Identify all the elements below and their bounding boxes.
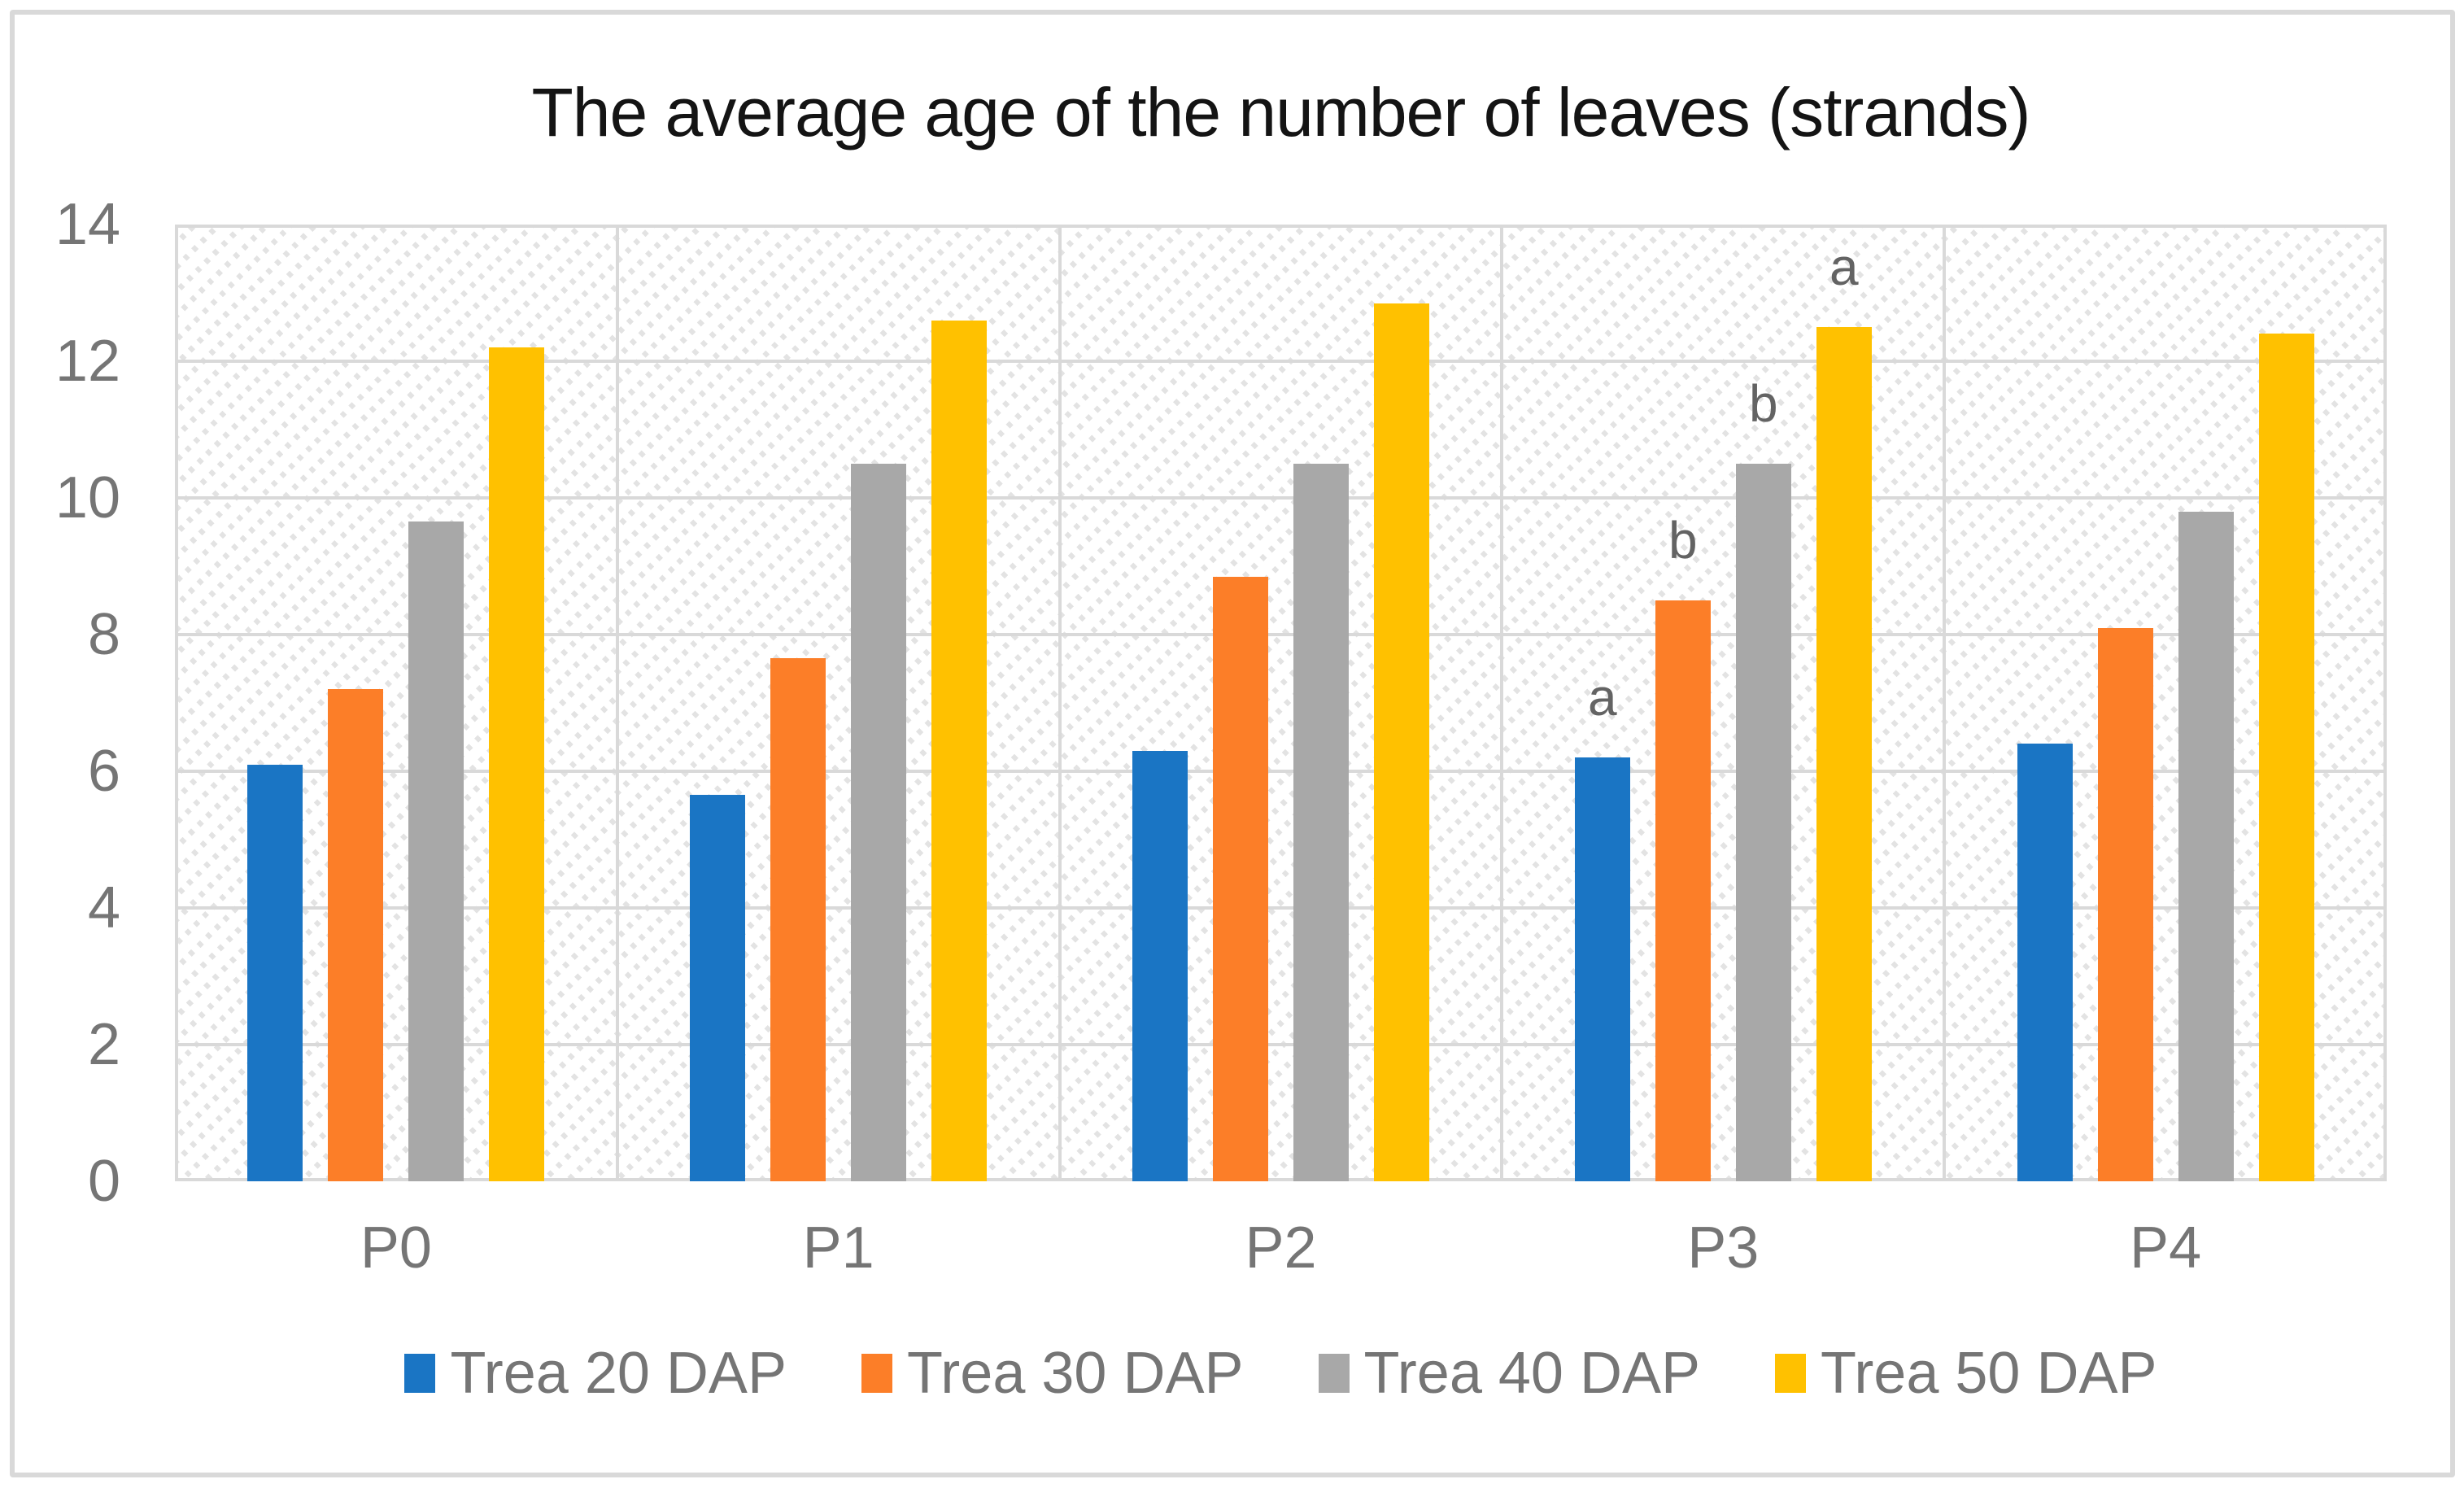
legend-item: Trea 40 DAP xyxy=(1318,1341,1701,1406)
y-axis-tick-label: 14 xyxy=(55,192,120,257)
legend-label: Trea 20 DAP xyxy=(450,1341,787,1406)
significance-letter: b xyxy=(1749,374,1778,433)
x-axis-category-label: P4 xyxy=(2130,1215,2202,1281)
legend-item: Trea 20 DAP xyxy=(404,1341,787,1406)
gridline-vertical xyxy=(1943,225,1947,1181)
bar-p1-trea-20-dap xyxy=(690,795,746,1181)
plot-area: a b b a xyxy=(175,225,2387,1181)
bar-p3-trea-40-dap xyxy=(1735,464,1791,1181)
gridline-vertical xyxy=(175,225,178,1181)
bar-p2-trea-30-dap xyxy=(1213,576,1268,1181)
bar-p3-trea-30-dap xyxy=(1655,600,1711,1181)
bar-p2-trea-50-dap xyxy=(1374,303,1429,1181)
x-axis-category-label: P0 xyxy=(360,1215,432,1281)
y-axis-tick-label: 8 xyxy=(87,602,120,667)
bar-p0-trea-30-dap xyxy=(328,689,384,1181)
legend-label: Trea 50 DAP xyxy=(1821,1341,2157,1406)
gridline-horizontal xyxy=(175,770,2387,773)
gridline-horizontal xyxy=(175,1178,2387,1181)
legend-color-swatch xyxy=(861,1354,892,1393)
y-axis-tick-label: 10 xyxy=(55,465,120,530)
x-axis-category-label: P2 xyxy=(1245,1215,1317,1281)
legend-label: Trea 40 DAP xyxy=(1363,1341,1701,1406)
significance-letter: a xyxy=(1829,238,1859,296)
legend-label: Trea 30 DAP xyxy=(906,1341,1244,1406)
chart-title: The average age of the number of leaves … xyxy=(531,74,2030,151)
x-axis-category-label: P3 xyxy=(1687,1215,1760,1281)
bar-p4-trea-40-dap xyxy=(2178,511,2234,1181)
bar-p1-trea-30-dap xyxy=(770,658,826,1181)
x-axis: P0 P1 P2 P3 P4 xyxy=(175,1215,2387,1289)
significance-letter: a xyxy=(1588,668,1617,727)
legend-item: Trea 50 DAP xyxy=(1775,1341,2157,1406)
bar-p0-trea-50-dap xyxy=(489,347,545,1181)
y-axis-tick-label: 12 xyxy=(55,329,120,394)
gridline-horizontal xyxy=(175,906,2387,910)
bar-p0-trea-40-dap xyxy=(408,521,464,1181)
bar-p4-trea-30-dap xyxy=(2097,627,2153,1181)
gridline-horizontal xyxy=(175,360,2387,363)
gridline-vertical xyxy=(615,225,619,1181)
legend-color-swatch xyxy=(1318,1354,1350,1393)
bar-p0-trea-20-dap xyxy=(247,764,303,1181)
y-axis-tick-label: 4 xyxy=(87,875,120,940)
significance-letter: b xyxy=(1668,511,1698,569)
bar-p1-trea-40-dap xyxy=(851,464,907,1181)
bar-p1-trea-50-dap xyxy=(931,320,988,1181)
y-axis: 0 2 4 6 8 10 12 14 xyxy=(0,0,153,1488)
legend-color-swatch xyxy=(1775,1354,1807,1393)
gridline-vertical xyxy=(1500,225,1504,1181)
legend-color-swatch xyxy=(404,1354,436,1393)
y-axis-tick-label: 0 xyxy=(87,1149,120,1214)
legend-item: Trea 30 DAP xyxy=(861,1341,1244,1406)
gridline-horizontal xyxy=(175,496,2387,500)
bar-p3-trea-50-dap xyxy=(1816,327,1872,1181)
gridline-horizontal xyxy=(175,633,2387,636)
y-axis-tick-label: 2 xyxy=(87,1012,120,1077)
bar-p4-trea-50-dap xyxy=(2258,334,2314,1181)
bar-p3-trea-20-dap xyxy=(1574,757,1630,1181)
x-axis-category-label: P1 xyxy=(802,1215,874,1281)
bar-p2-trea-20-dap xyxy=(1132,750,1188,1181)
y-axis-tick-label: 6 xyxy=(87,739,120,804)
bar-p4-trea-20-dap xyxy=(2017,744,2073,1181)
gridline-horizontal xyxy=(175,1043,2387,1046)
gridline-vertical xyxy=(1058,225,1062,1181)
gridline-horizontal xyxy=(175,225,2387,228)
gridline-vertical xyxy=(2383,225,2387,1181)
bar-p2-trea-40-dap xyxy=(1293,464,1349,1181)
legend: Trea 20 DAP Trea 30 DAP Trea 40 DAP Trea 50… xyxy=(175,1341,2387,1406)
